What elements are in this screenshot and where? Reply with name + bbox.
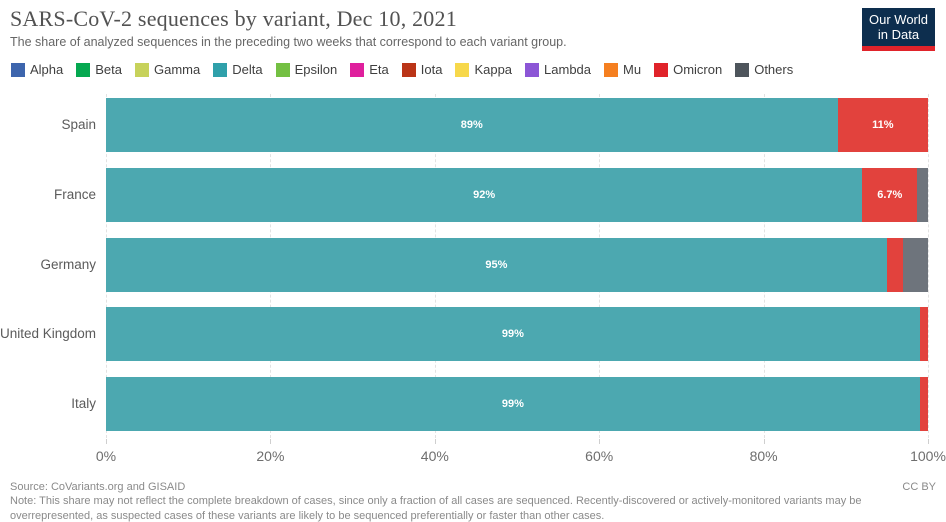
- gridline-100%: [928, 94, 929, 438]
- bar-segment-omicron[interactable]: 6.7%: [862, 167, 918, 222]
- category-label-france: France: [53, 186, 96, 202]
- legend-swatch-beta-icon: [76, 62, 91, 77]
- bar-segment-omicron[interactable]: [886, 237, 904, 292]
- legend-item-beta[interactable]: Beta: [76, 62, 122, 77]
- axis-label-0%: 0%: [95, 448, 117, 464]
- plot-area: 89% 11% 92% 6.7% 95% 99% 99%: [106, 94, 929, 438]
- legend-label: Epsilon: [294, 62, 338, 77]
- bar-row-italy: 99%: [106, 377, 928, 431]
- axis-tick-60%: [599, 439, 601, 444]
- footer: Source: CoVariants.org and GISAID CC BY …: [10, 480, 936, 522]
- legend-item-gamma[interactable]: Gamma: [135, 62, 200, 77]
- bar-segment-delta[interactable]: 99%: [106, 307, 920, 362]
- bar-row-germany: 95%: [106, 237, 928, 292]
- legend-swatch-omicron-icon: [654, 62, 669, 77]
- category-label-italy: Italy: [71, 396, 96, 411]
- axis-label-80%: 80%: [749, 448, 778, 464]
- legend-label: Others: [754, 62, 794, 77]
- legend-item-others[interactable]: Others: [735, 62, 793, 77]
- legend-label: Omicron: [673, 62, 723, 77]
- bar-row-spain: 89% 11%: [106, 98, 928, 152]
- bar-value-label: 92%: [473, 188, 496, 201]
- legend-item-eta[interactable]: Eta: [350, 62, 389, 77]
- bar-segment-others[interactable]: [917, 167, 928, 222]
- legend-label: Beta: [95, 62, 122, 77]
- legend-item-lambda[interactable]: Lambda: [525, 62, 591, 77]
- bar-segment-omicron[interactable]: [919, 307, 928, 362]
- axis-tick-20%: [270, 439, 272, 444]
- bar-value-label: 6.7%: [877, 188, 903, 201]
- legend-swatch-kappa-icon: [455, 62, 470, 77]
- legend-item-omicron[interactable]: Omicron: [654, 62, 722, 77]
- bar-segment-delta[interactable]: 95%: [106, 237, 887, 292]
- legend-swatch-gamma-icon: [135, 62, 149, 77]
- category-label-germany: Germany: [40, 256, 96, 272]
- legend-swatch-eta-icon: [350, 62, 365, 77]
- axis-tick-0%: [106, 439, 107, 444]
- legend-label: Alpha: [30, 62, 64, 77]
- note-text: Note: This share may not reflect the com…: [10, 495, 862, 522]
- legend-item-alpha[interactable]: Alpha: [11, 62, 63, 77]
- bar-value-label: 11%: [872, 119, 894, 131]
- legend-swatch-alpha-icon: [11, 62, 25, 77]
- legend-label: Gamma: [154, 62, 201, 77]
- bar-segment-delta[interactable]: 99%: [106, 377, 920, 431]
- legend-swatch-mu-icon: [604, 62, 619, 77]
- axis-tick-80%: [763, 439, 765, 444]
- legend-item-delta[interactable]: Delta: [213, 62, 263, 77]
- legend-swatch-lambda-icon: [525, 62, 540, 77]
- bar-segment-omicron[interactable]: 11%: [837, 98, 928, 152]
- bar-value-label: 99%: [501, 328, 524, 341]
- legend-label: Iota: [420, 62, 443, 77]
- legend-label: Mu: [623, 62, 642, 77]
- legend-swatch-delta-icon: [213, 62, 228, 77]
- axis-label-40%: 40%: [420, 448, 449, 464]
- legend-label: Lambda: [544, 62, 592, 77]
- legend-label: Delta: [232, 62, 263, 77]
- axis-tick-100%: [928, 439, 929, 444]
- legend: Alpha Beta Gamma Delta Epsilon Eta Iota Kappa La…: [11, 62, 793, 77]
- bar-row-united-kingdom: 99%: [106, 307, 928, 362]
- bar-row-france: 92% 6.7%: [106, 167, 928, 222]
- legend-swatch-iota-icon: [401, 62, 416, 77]
- bar-segment-others[interactable]: [903, 237, 928, 292]
- axis-tick-40%: [434, 439, 436, 444]
- legend-item-iota[interactable]: Iota: [401, 62, 443, 77]
- legend-item-epsilon[interactable]: Epsilon: [275, 62, 338, 77]
- bar-segment-delta[interactable]: 92%: [106, 167, 863, 222]
- legend-swatch-epsilon-icon: [275, 62, 290, 77]
- bar-segment-delta[interactable]: 89%: [106, 98, 838, 152]
- legend-swatch-others-icon: [735, 62, 750, 77]
- owid-logo[interactable]: Our World in Data: [862, 8, 935, 51]
- category-label-spain: Spain: [61, 117, 96, 132]
- bar-value-label: 89%: [460, 119, 483, 131]
- bar-value-label: 95%: [485, 258, 508, 271]
- owid-logo-line2: in Data: [877, 27, 920, 43]
- legend-item-kappa[interactable]: Kappa: [455, 62, 512, 77]
- source-line: Source: CoVariants.org and GISAID: [10, 481, 186, 493]
- axis-label-20%: 20%: [256, 448, 285, 464]
- category-label-united-kingdom: United Kingdom: [0, 326, 97, 342]
- legend-label: Kappa: [474, 62, 513, 77]
- chart-subtitle: The share of analyzed sequences in the p…: [10, 35, 567, 49]
- owid-logo-line1: Our World: [869, 12, 928, 27]
- legend-item-mu[interactable]: Mu: [604, 62, 641, 77]
- bar-segment-omicron[interactable]: [919, 377, 928, 431]
- axis-label-60%: 60%: [585, 448, 614, 464]
- legend-label: Eta: [369, 62, 389, 77]
- bar-value-label: 99%: [501, 398, 524, 410]
- page-title: SARS-CoV-2 sequences by variant, Dec 10,…: [10, 6, 457, 31]
- license-link[interactable]: CC BY: [902, 481, 936, 493]
- axis-label-100%: 100%: [910, 448, 946, 464]
